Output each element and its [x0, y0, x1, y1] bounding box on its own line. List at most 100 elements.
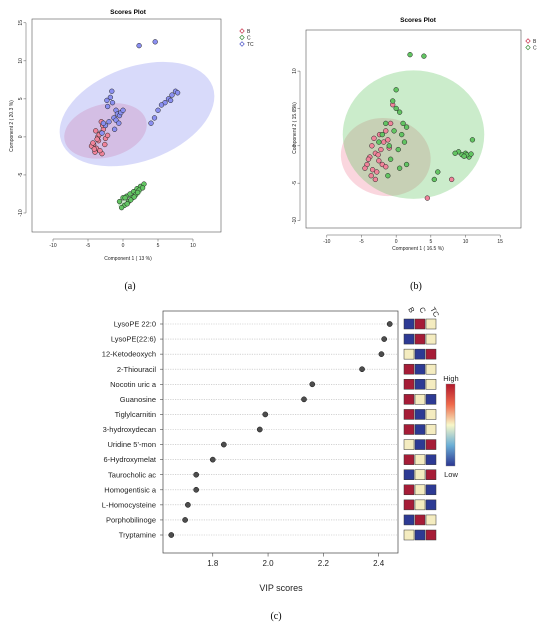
b-y-tick-label: 5 — [292, 107, 298, 110]
vip-x-tick-label: 1.8 — [207, 559, 219, 568]
b-x-tick-label: 5 — [429, 239, 432, 245]
heatmap-cell-b — [403, 514, 415, 526]
a-point-tc — [158, 102, 165, 108]
heatmap-cell-c — [414, 499, 426, 511]
a-y-tick-label: -5 — [18, 173, 24, 178]
a-point-c — [131, 194, 137, 200]
b-point-c — [393, 105, 399, 112]
a-point-tc — [109, 100, 116, 106]
a-point-tc — [148, 120, 154, 126]
heatmap-cell-tc — [425, 318, 437, 330]
vip-metabolite-label: Tryptamine — [119, 531, 156, 540]
a-point-c — [139, 185, 146, 191]
heatmap-cell-tc — [425, 499, 437, 511]
b-point-b — [383, 164, 389, 170]
vip-score-point — [193, 486, 200, 493]
heatmap-cell-tc — [425, 394, 437, 405]
a-point-tc — [104, 97, 110, 104]
heatmap-cell-c — [414, 469, 426, 480]
b-point-c — [400, 120, 406, 127]
heatmap-cell-b — [403, 454, 415, 465]
a-y-tick-label: 10 — [18, 58, 24, 64]
b-point-c — [431, 176, 437, 183]
heatmap-cell-tc — [425, 409, 437, 420]
heatmap-cell-b — [403, 409, 415, 420]
a-point-tc — [106, 119, 112, 125]
panel-c-vip-scores: LysoPE 22:0 LysoPE(22:6) 12-Ketodeoxych 2-T… — [102, 306, 459, 623]
a-point-tc — [155, 107, 161, 113]
panel-b-y-axis-label: Component 2 ( 15.6 %) — [292, 102, 298, 154]
a-x-tick-label: 10 — [190, 243, 196, 249]
a-point-tc — [120, 107, 126, 113]
a-legend-label: C — [247, 35, 251, 41]
panel-b-caption: (b) — [410, 281, 422, 292]
b-point-b — [374, 169, 380, 175]
heatmap-cell-b — [403, 333, 415, 345]
panel-a-plot-frame — [31, 18, 222, 233]
vip-x-tick-label: 2.0 — [262, 559, 274, 568]
b-point-b — [376, 158, 382, 164]
b-point-c — [461, 153, 467, 159]
heatmap-cell-c — [414, 529, 426, 541]
b-point-c — [403, 124, 410, 130]
panel-b-plot-frame — [305, 29, 522, 229]
vip-score-point — [168, 532, 175, 538]
a-y-tick-label: -10 — [18, 209, 24, 216]
heatmap-cell-b — [403, 439, 415, 450]
heatmap-column-label: B — [406, 306, 416, 315]
a-point-b — [102, 141, 108, 148]
heatmap-cell-c — [414, 514, 426, 526]
a-point-c — [116, 198, 123, 205]
b-x-tick-label: 0 — [395, 239, 398, 245]
colorbar — [445, 383, 456, 467]
b-x-tick-label: -10 — [323, 239, 330, 245]
panel-a-scores-plot: -10 -5 0 5 10 -10 -5 0 5 10 15 Scores Plot Compone… — [9, 9, 254, 292]
b-point-c — [468, 151, 474, 157]
b-point-c — [386, 143, 392, 149]
panel-a-title: Scores Plot — [110, 9, 147, 16]
a-point-tc — [174, 90, 181, 96]
a-point-tc — [109, 88, 115, 94]
a-ellipse-tc — [59, 61, 215, 167]
vip-metabolite-label: LysoPE(22:6) — [111, 335, 157, 344]
heatmap-cell-c — [414, 333, 426, 345]
vip-score-point — [301, 396, 307, 403]
panel-b-title: Scores Plot — [400, 17, 437, 24]
b-point-c — [390, 98, 396, 104]
vip-metabolite-label: LysoPE 22:0 — [114, 320, 156, 329]
vip-metabolite-label: L-Homocysteine — [102, 500, 156, 509]
heatmap-cell-tc — [425, 484, 437, 496]
vip-score-point — [262, 411, 269, 418]
b-y-tick-label: -5 — [292, 181, 298, 186]
vip-score-point — [386, 321, 393, 327]
a-point-c — [128, 197, 134, 203]
a-x-tick-label: 5 — [157, 243, 160, 249]
a-point-b — [97, 147, 103, 154]
b-point-c — [379, 131, 385, 138]
b-point-b — [362, 165, 368, 171]
b-legend-marker-c — [525, 44, 531, 51]
panel-a-y-axis-label: Component 2 ( 20.3 %) — [9, 100, 15, 152]
a-point-b — [93, 128, 99, 134]
heatmap-cell-c — [414, 409, 426, 420]
a-legend-marker-tc — [239, 41, 245, 47]
vip-score-point — [209, 456, 216, 463]
a-legend-marker-b — [239, 28, 245, 34]
b-legend-marker-b — [525, 38, 531, 44]
a-point-c — [124, 201, 130, 207]
vip-score-point — [220, 441, 227, 448]
b-y-tick-label: -10 — [292, 217, 298, 224]
b-point-b — [383, 128, 389, 134]
heatmap-cell-tc — [425, 514, 437, 526]
b-x-tick-label: 10 — [463, 239, 469, 245]
heatmap-cell-tc — [425, 333, 437, 345]
heatmap-cell-c — [414, 394, 426, 405]
b-point-c — [403, 161, 410, 168]
b-y-tick-label: 10 — [292, 68, 298, 74]
a-y-tick-label: 15 — [18, 20, 24, 26]
a-point-c — [118, 205, 125, 211]
vip-metabolite-label: 6-Hydroxymelat — [103, 455, 156, 464]
panel-c-caption: (c) — [270, 611, 281, 622]
b-x-tick-label: -5 — [359, 239, 364, 245]
